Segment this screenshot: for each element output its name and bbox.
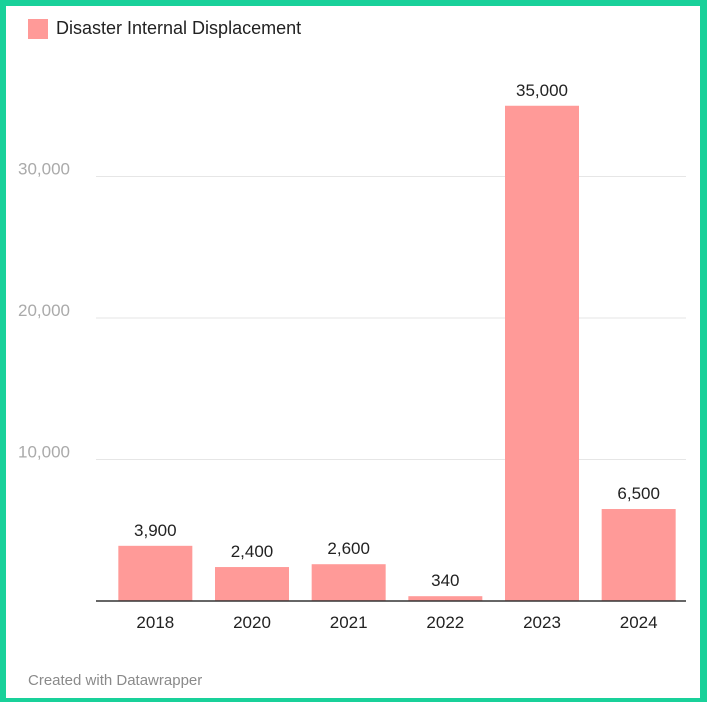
- data-label: 2,400: [231, 542, 274, 561]
- x-tick-label: 2018: [136, 613, 174, 632]
- data-label: 340: [431, 571, 459, 590]
- data-label: 6,500: [617, 484, 660, 503]
- bar-chart: 10,000 20,000 30,000 3,900 2018 2,400 2020 2,60…: [18, 81, 686, 632]
- x-tick-label: 2022: [426, 613, 464, 632]
- bar: [505, 105, 579, 601]
- y-tick-label: 30,000: [18, 160, 70, 179]
- chart-card: Disaster Internal Displacement 10,000 20,…: [6, 6, 700, 698]
- legend: Disaster Internal Displacement: [28, 18, 301, 39]
- bar: [311, 564, 386, 601]
- data-label: 35,000: [516, 81, 568, 100]
- bar: [408, 596, 483, 601]
- y-tick-label: 20,000: [18, 301, 70, 320]
- legend-label: Disaster Internal Displacement: [56, 18, 302, 38]
- y-tick-label: 10,000: [18, 443, 70, 462]
- x-tick-label: 2021: [330, 613, 368, 632]
- legend-swatch: [28, 18, 48, 39]
- credit-text: Created with Datawrapper: [28, 672, 203, 689]
- x-tick-label: 2023: [523, 613, 561, 632]
- data-label: 2,600: [327, 539, 370, 558]
- bar: [118, 545, 193, 601]
- data-label: 3,900: [134, 521, 177, 540]
- bar: [601, 509, 676, 601]
- x-tick-label: 2020: [233, 613, 271, 632]
- x-tick-label: 2024: [620, 613, 658, 632]
- bar: [215, 567, 289, 601]
